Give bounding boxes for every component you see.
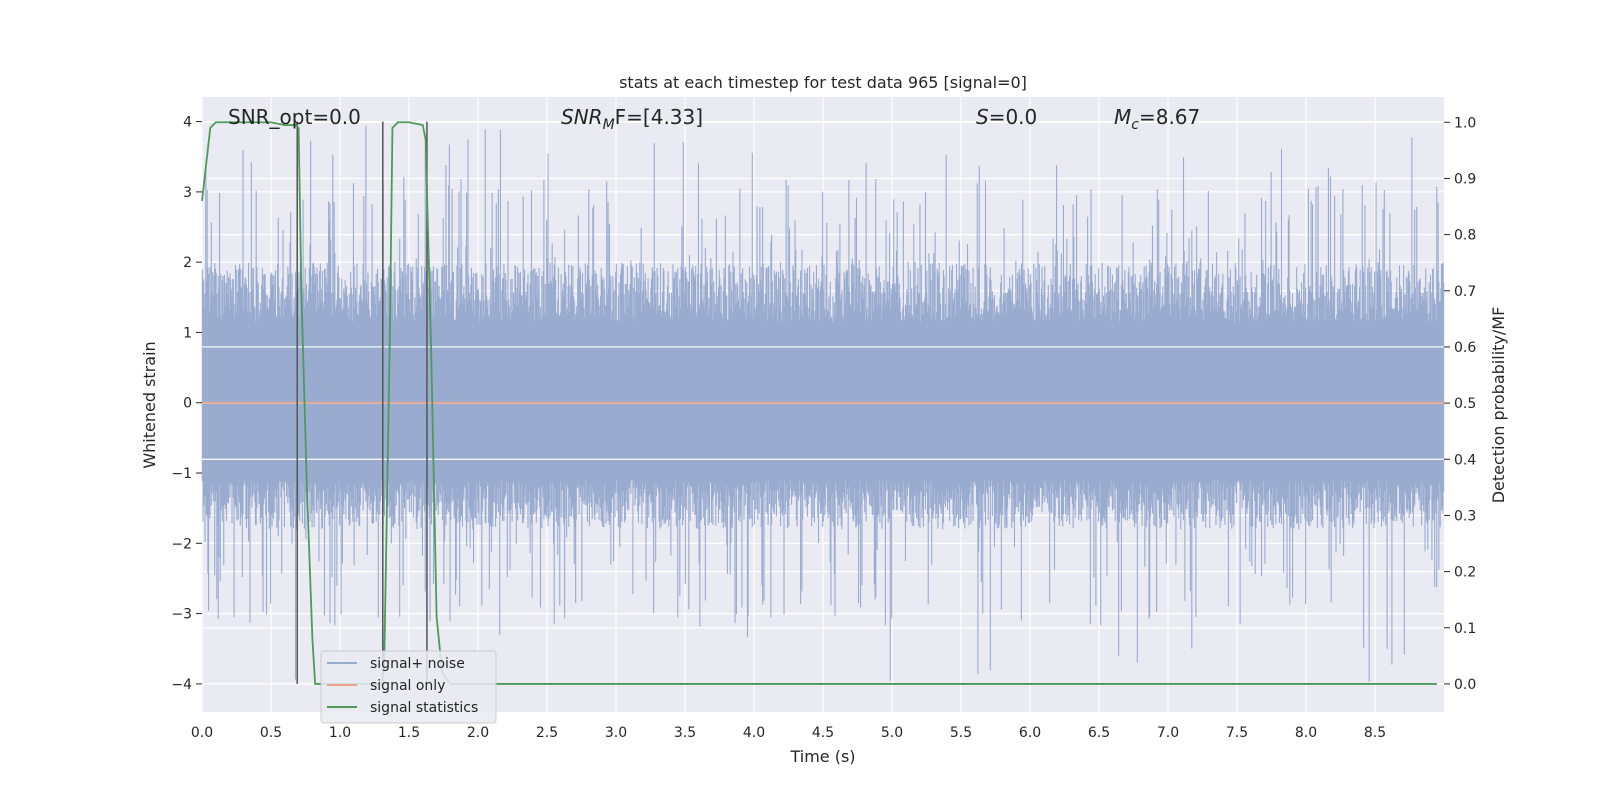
y-tick-label-8: −4 bbox=[171, 677, 192, 693]
x-axis-title: Time (s) bbox=[789, 747, 855, 766]
y2-tick-label-5: 0.5 bbox=[1454, 396, 1476, 412]
x-tick-label-9: 4.5 bbox=[812, 725, 834, 741]
x-tick-label-7: 3.5 bbox=[674, 725, 696, 741]
x-tick-label-16: 8.0 bbox=[1295, 725, 1317, 741]
x-tick-label-3: 1.5 bbox=[398, 725, 420, 741]
y-tick-label-6: −2 bbox=[171, 536, 192, 552]
y2-tick-label-1: 0.9 bbox=[1454, 171, 1476, 187]
annotation-mc-sub: c bbox=[1131, 117, 1139, 133]
x-tick-label-15: 7.5 bbox=[1226, 725, 1248, 741]
annotation-mc-main: M bbox=[1114, 105, 1131, 129]
x-tick-label-11: 5.5 bbox=[950, 725, 972, 741]
x-tick-label-0: 0.0 bbox=[191, 725, 213, 741]
annotation-mc-rest: =8.67 bbox=[1139, 105, 1200, 129]
y-tick-label-4: 0 bbox=[183, 396, 192, 412]
noise-band bbox=[202, 321, 1444, 481]
x-axis-ticks: 0.0 0.5 1.0 1.5 2.0 2.5 3.0 3.5 4.0 4.5 5.0 5.5 6.0 6… bbox=[191, 725, 1386, 741]
legend-box bbox=[320, 650, 497, 724]
y2-tick-label-8: 0.2 bbox=[1454, 565, 1476, 581]
legend: signal+ noise signal only signal statist… bbox=[320, 650, 497, 724]
x-tick-label-10: 5.0 bbox=[881, 725, 903, 741]
y-tick-label-7: −3 bbox=[171, 607, 192, 623]
x-tick-label-12: 6.0 bbox=[1019, 725, 1041, 741]
y-tick-label-2: 2 bbox=[183, 255, 192, 271]
y2-tick-label-0: 1.0 bbox=[1454, 115, 1476, 131]
noise-series bbox=[201, 126, 1445, 682]
y-tick-label-0: 4 bbox=[183, 115, 192, 131]
annotation-snr-mf: SNRMF=[4.33] bbox=[561, 105, 703, 133]
y2-tick-label-3: 0.7 bbox=[1454, 284, 1476, 300]
x-tick-label-6: 3.0 bbox=[605, 725, 627, 741]
x-tick-label-4: 2.0 bbox=[467, 725, 489, 741]
annotation-snr-mf-rest: F=[4.33] bbox=[615, 105, 703, 129]
annotation-s-main: S bbox=[976, 105, 989, 129]
y2-tick-label-6: 0.4 bbox=[1454, 452, 1476, 468]
y2-axis-ticks: 1.0 0.9 0.8 0.7 0.6 0.5 0.4 0.3 0.2 0.1 0.0 bbox=[1444, 115, 1476, 693]
y2-tick-label-10: 0.0 bbox=[1454, 677, 1476, 693]
annotation-s: S=0.0 bbox=[976, 105, 1037, 129]
y2-tick-label-2: 0.8 bbox=[1454, 228, 1476, 244]
y2-axis-title: Detection probability/MF bbox=[1489, 307, 1508, 504]
stats-series bbox=[201, 121, 1438, 685]
x-tick-label-5: 2.5 bbox=[536, 725, 558, 741]
x-tick-label-1: 0.5 bbox=[260, 725, 282, 741]
y2-tick-label-9: 0.1 bbox=[1454, 621, 1476, 637]
stats-line bbox=[201, 121, 1438, 685]
annotation-mc: Mc=8.67 bbox=[1114, 105, 1200, 133]
x-tick-label-13: 6.5 bbox=[1088, 725, 1110, 741]
legend-label-stats: signal statistics bbox=[370, 700, 478, 716]
y-tick-label-5: −1 bbox=[171, 466, 192, 482]
y-tick-label-1: 3 bbox=[183, 185, 192, 201]
y-tick-label-3: 1 bbox=[183, 325, 192, 341]
annotation-s-rest: =0.0 bbox=[989, 105, 1038, 129]
x-tick-label-17: 8.5 bbox=[1364, 725, 1386, 741]
legend-label-noise: signal+ noise bbox=[370, 656, 465, 672]
x-tick-label-14: 7.0 bbox=[1157, 725, 1179, 741]
y-axis-ticks: 4 3 2 1 0 −1 −2 −3 −4 bbox=[171, 115, 202, 693]
annotation-snr-mf-main: SNR bbox=[561, 105, 603, 129]
y-axis-title: Whitened strain bbox=[140, 341, 159, 468]
y2-tick-label-7: 0.3 bbox=[1454, 508, 1476, 524]
y2-tick-label-4: 0.6 bbox=[1454, 340, 1476, 356]
annotation-snr-mf-sub: M bbox=[603, 117, 615, 133]
legend-label-signal: signal only bbox=[370, 678, 445, 694]
annotation-snr-opt: SNR_opt=0.0 bbox=[228, 105, 361, 129]
x-tick-label-2: 1.0 bbox=[329, 725, 351, 741]
chart-title: stats at each timestep for test data 965… bbox=[619, 73, 1027, 92]
x-tick-label-8: 4.0 bbox=[743, 725, 765, 741]
